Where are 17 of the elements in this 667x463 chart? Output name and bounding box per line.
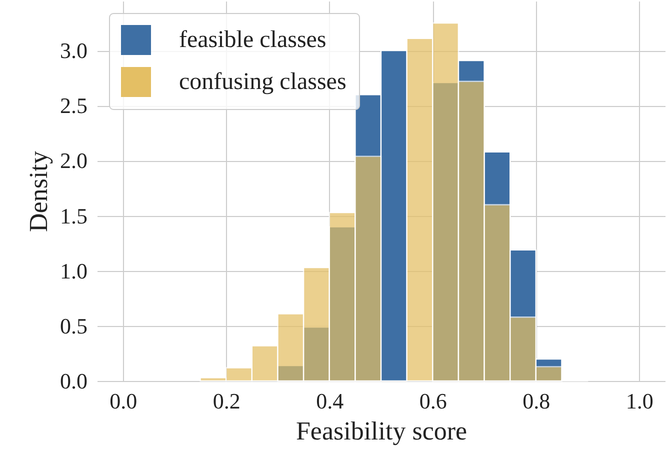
y-tick-label: 2.5 — [60, 93, 88, 118]
y-tick-label: 0.0 — [60, 368, 88, 394]
x-tick-label: 0.0 — [110, 388, 138, 414]
legend-label: confusing classes — [179, 69, 346, 95]
x-tick-label: 0.4 — [316, 388, 344, 414]
y-tick-label: 1.0 — [60, 258, 88, 284]
x-tick-label: 1.0 — [626, 388, 654, 414]
x-tick-label: 0.8 — [522, 388, 550, 414]
x-tick-label: 0.2 — [212, 388, 240, 414]
legend-label: feasible classes — [179, 27, 326, 53]
y-tick-label: 2.0 — [60, 148, 88, 174]
y-tick-label: 0.5 — [60, 313, 88, 338]
y-tick-label: 3.0 — [60, 38, 88, 64]
y-tick-label: 1.5 — [60, 203, 88, 228]
x-tick-label: 0.6 — [419, 388, 447, 414]
y-axis-title: Density — [24, 151, 53, 232]
x-axis-title: Feasibility score — [296, 416, 468, 446]
